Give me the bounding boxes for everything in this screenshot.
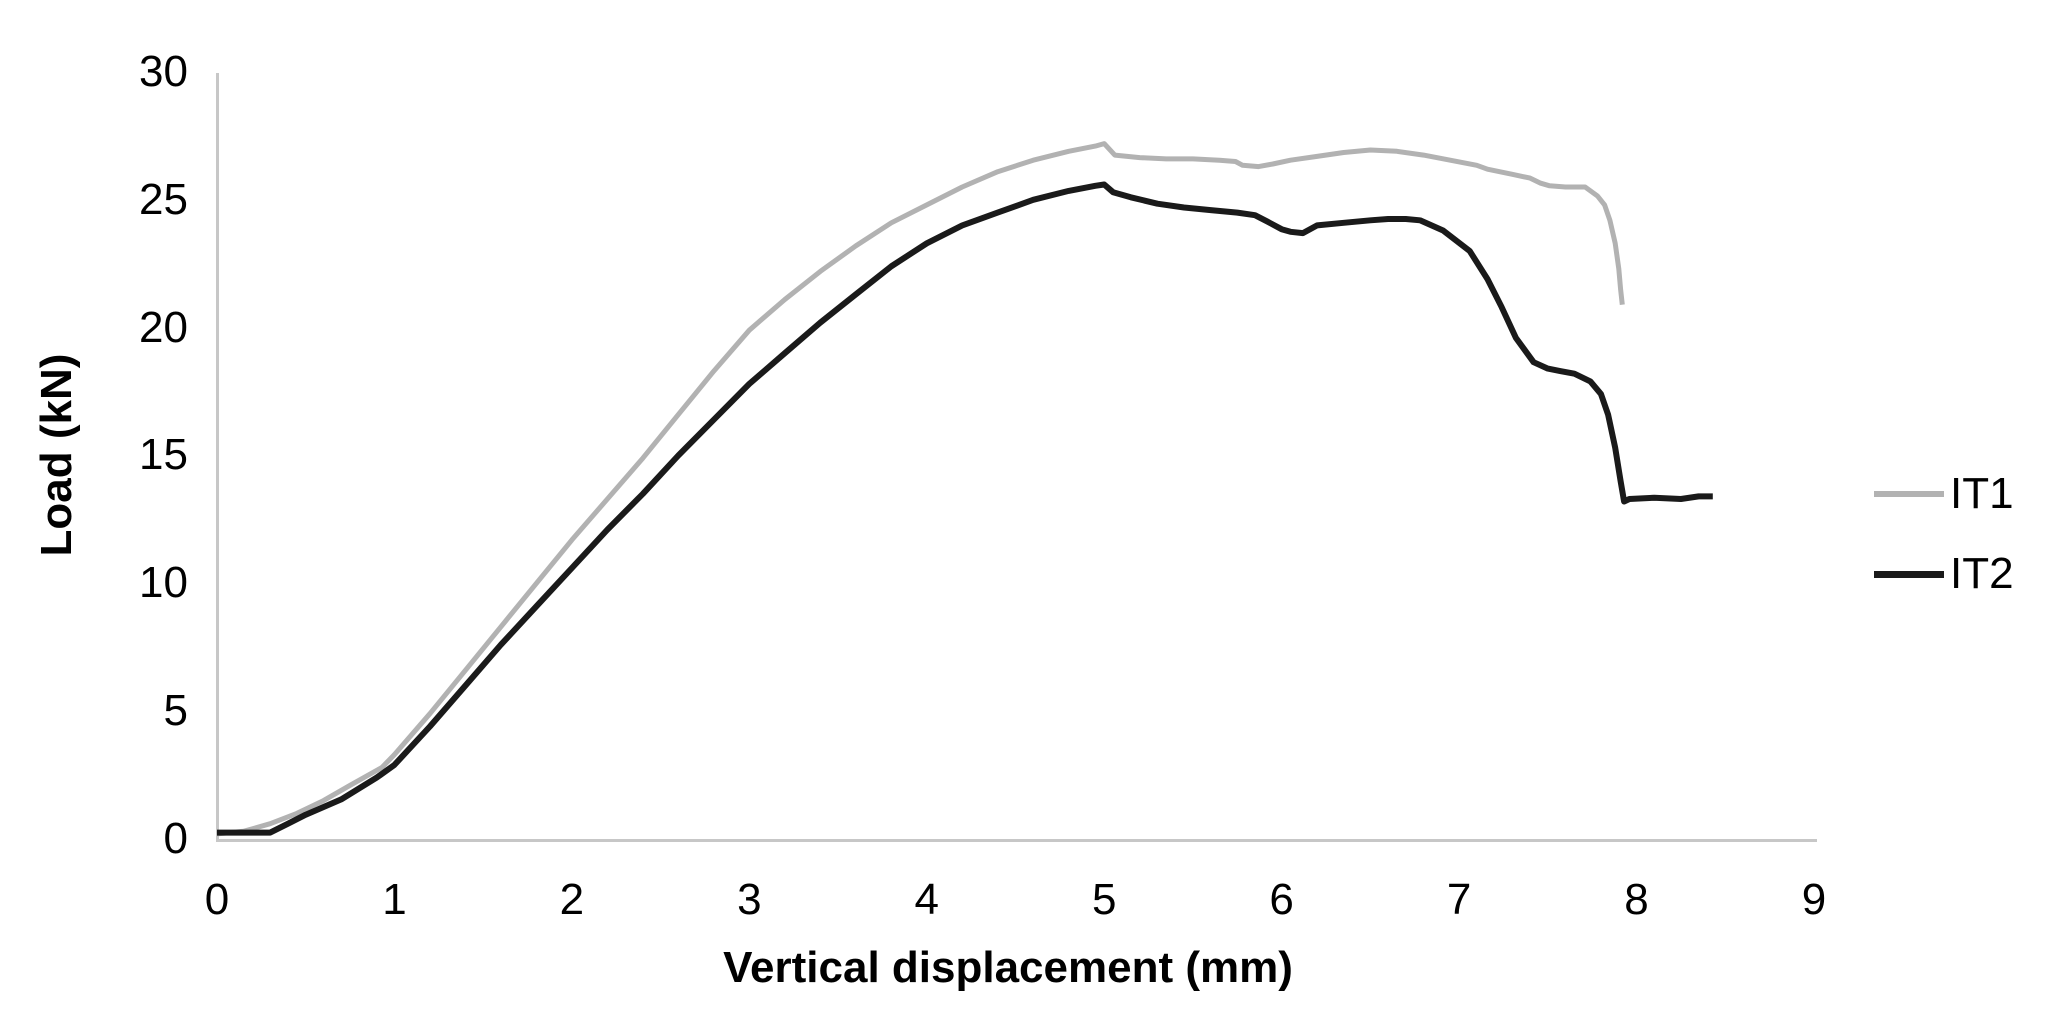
x-tick-label-1: 1 <box>382 875 407 924</box>
x-tick-label-0: 0 <box>204 875 230 924</box>
x-tick-label-4: 4 <box>914 875 939 924</box>
y-tick-label-20: 20 <box>139 302 188 352</box>
series-line-IT1 <box>216 141 1625 837</box>
y-tick-label-0: 0 <box>163 814 188 863</box>
y-axis-title: Load (kN) <box>32 353 81 557</box>
x-tick-label-5: 5 <box>1091 875 1117 924</box>
y-tick-label-15: 15 <box>139 430 188 480</box>
x-tick-label-2: 2 <box>559 875 585 924</box>
y-tick-label-30: 30 <box>139 46 188 96</box>
legend-label: IT1 <box>1950 469 2014 518</box>
legend-item-IT2: IT2 <box>1874 548 2014 600</box>
x-axis-title: Vertical displacement (mm) <box>723 943 1293 992</box>
legend-swatch-IT1 <box>1874 491 1944 497</box>
x-tick-label-7: 7 <box>1446 875 1472 924</box>
legend-swatch-IT2 <box>1874 570 1944 578</box>
legend-item-IT1: IT1 <box>1874 468 2014 520</box>
legend-label: IT2 <box>1950 549 2014 598</box>
y-tick-label-25: 25 <box>139 174 188 224</box>
x-tick-label-9: 9 <box>1801 875 1827 924</box>
series-line-IT2 <box>217 181 1713 836</box>
x-tick-label-3: 3 <box>737 875 762 924</box>
y-tick-label-5: 5 <box>163 686 188 736</box>
x-tick-label-8: 8 <box>1624 875 1649 924</box>
y-tick-label-10: 10 <box>139 558 188 608</box>
x-tick-label-6: 6 <box>1269 875 1294 924</box>
